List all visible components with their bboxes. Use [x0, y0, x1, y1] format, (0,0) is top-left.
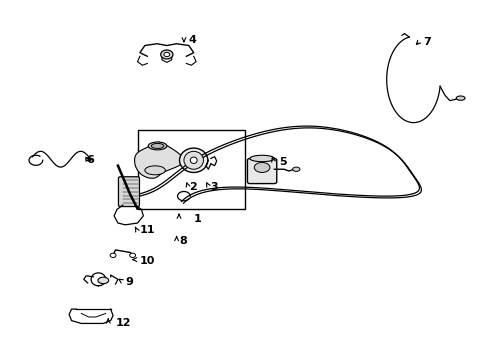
- FancyBboxPatch shape: [247, 158, 277, 184]
- Ellipse shape: [456, 96, 465, 100]
- Ellipse shape: [86, 158, 92, 161]
- Ellipse shape: [184, 151, 203, 169]
- Ellipse shape: [254, 162, 270, 172]
- FancyBboxPatch shape: [119, 177, 140, 207]
- Text: 10: 10: [140, 256, 155, 266]
- Ellipse shape: [250, 155, 274, 162]
- Ellipse shape: [164, 52, 170, 57]
- Ellipse shape: [145, 166, 165, 175]
- Ellipse shape: [98, 277, 109, 284]
- Text: 6: 6: [86, 155, 94, 165]
- Text: 8: 8: [179, 236, 187, 246]
- Text: 12: 12: [116, 319, 131, 328]
- Ellipse shape: [179, 148, 208, 172]
- Text: 1: 1: [194, 215, 201, 224]
- Ellipse shape: [161, 50, 173, 59]
- Circle shape: [130, 253, 136, 257]
- Text: 3: 3: [211, 182, 219, 192]
- Text: 5: 5: [279, 157, 287, 167]
- Ellipse shape: [151, 143, 164, 148]
- Ellipse shape: [190, 157, 197, 163]
- Text: 4: 4: [189, 35, 196, 45]
- Polygon shape: [135, 142, 183, 178]
- Bar: [138, 130, 245, 209]
- Text: 2: 2: [189, 182, 196, 192]
- Text: 7: 7: [423, 37, 431, 47]
- Ellipse shape: [148, 142, 167, 150]
- Text: 9: 9: [125, 277, 133, 287]
- Ellipse shape: [293, 167, 300, 171]
- Text: 11: 11: [140, 225, 155, 235]
- Circle shape: [110, 253, 116, 257]
